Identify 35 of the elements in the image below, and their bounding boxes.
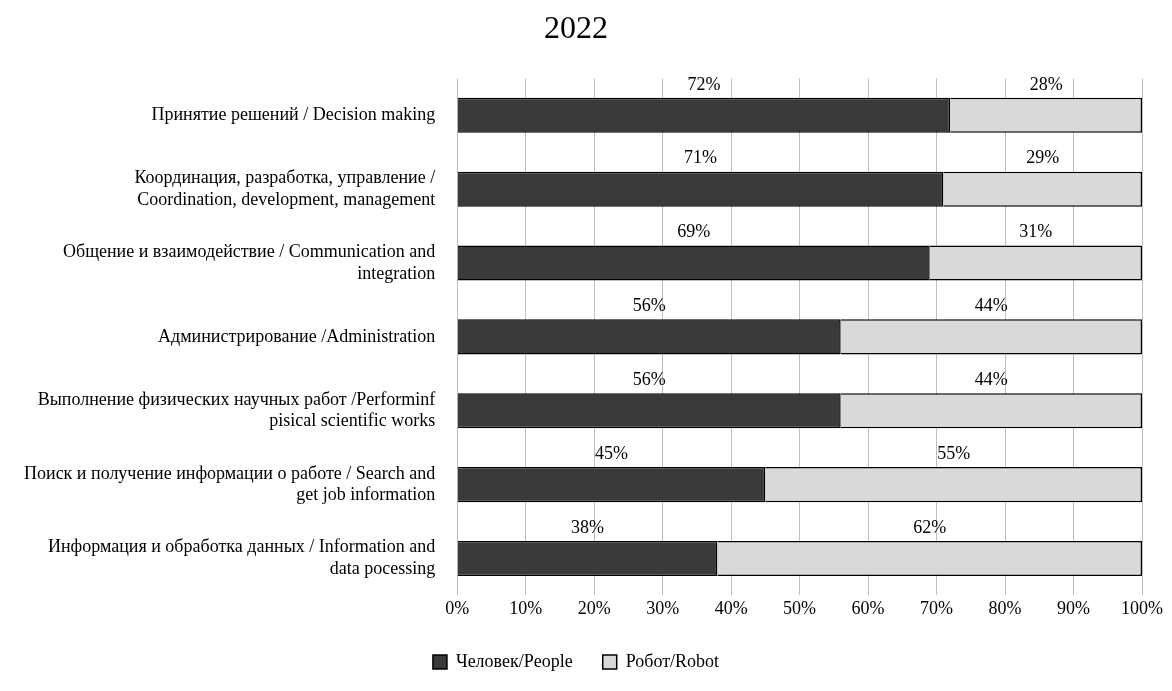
- y-tick-label: Координация, разработка, управление / Coordination, development, management: [134, 167, 436, 209]
- x-tick-label: 70%: [920, 597, 954, 618]
- data-label: 45%: [595, 442, 629, 463]
- data-label: 62%: [913, 516, 947, 537]
- x-tick-label: 30%: [646, 597, 680, 618]
- x-tick-label: 10%: [509, 597, 543, 618]
- data-label: 28%: [1029, 73, 1063, 94]
- legend-label: Робот/Robot: [625, 650, 720, 671]
- x-tick-label: 90%: [1057, 597, 1091, 618]
- data-label: 31%: [1019, 221, 1053, 242]
- data-label: 29%: [1026, 147, 1060, 168]
- x-tick-label: 20%: [577, 597, 611, 618]
- data-label: 38%: [571, 516, 605, 537]
- legend-label: Человек/People: [455, 650, 573, 671]
- y-tick-label: Выполнение физических научных работ /Performinf pisical scientific works: [37, 388, 436, 431]
- y-tick-label: Принятие решений / Decision making: [151, 104, 436, 125]
- data-label: 56%: [632, 368, 666, 389]
- x-tick-label: 0%: [445, 597, 470, 618]
- data-label: 72%: [687, 73, 721, 94]
- data-label: 44%: [974, 295, 1008, 316]
- data-label: 44%: [974, 368, 1008, 389]
- y-tick-label: Информация и обработка данных / Information and data pocessing: [47, 536, 436, 579]
- y-tick-label: Поиск и получение информации о работе / Search and get job information: [24, 462, 436, 505]
- x-tick-label: 100%: [1121, 597, 1163, 618]
- x-tick-label: 60%: [851, 597, 885, 618]
- chart-title: 2022: [544, 8, 608, 45]
- x-tick-label: 50%: [783, 597, 817, 618]
- data-label: 69%: [677, 221, 711, 242]
- y-tick-label: Администрирование /Administration: [158, 325, 436, 346]
- x-tick-label: 40%: [714, 597, 748, 618]
- data-label: 55%: [937, 442, 971, 463]
- data-label: 56%: [632, 295, 666, 316]
- y-tick-label: Общение и взаимодействие / Communication and integration: [62, 240, 436, 283]
- x-tick-label: 80%: [988, 597, 1022, 618]
- data-label: 71%: [684, 147, 718, 168]
